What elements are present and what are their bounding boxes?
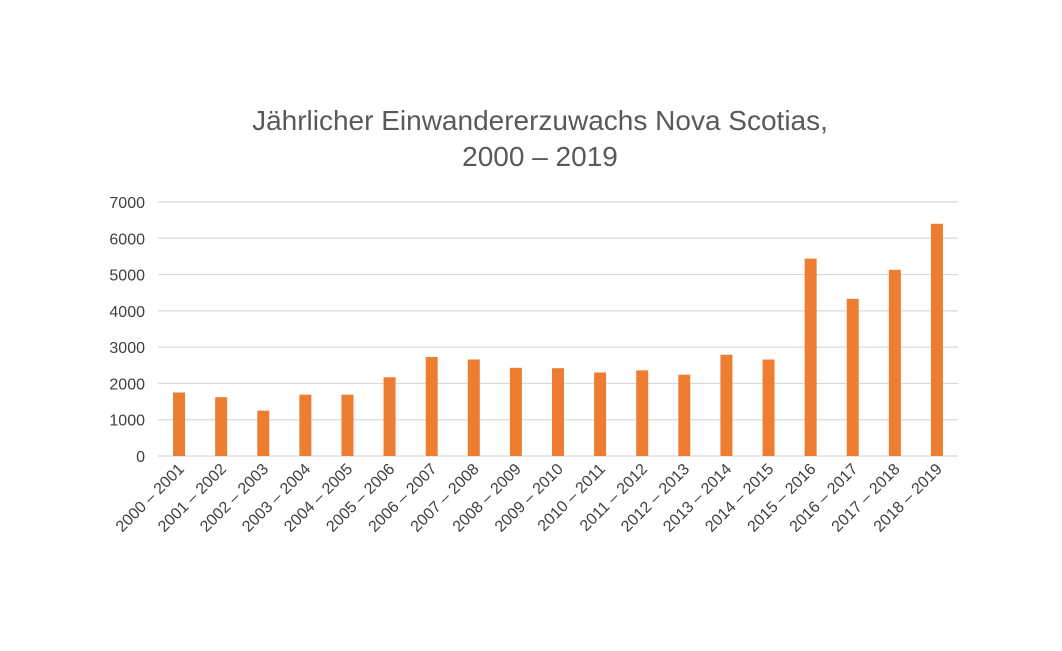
bar xyxy=(299,394,312,456)
bar xyxy=(341,394,354,456)
bar xyxy=(846,298,859,456)
y-tick-label: 7000 xyxy=(109,195,145,212)
y-tick-label: 5000 xyxy=(109,268,145,285)
bars xyxy=(173,223,943,456)
bar xyxy=(467,359,480,456)
y-tick-label: 1000 xyxy=(109,413,145,430)
bar xyxy=(804,258,817,456)
chart-title-line-1: Jährlicher Einwandererzuwachs Nova Scoti… xyxy=(252,105,828,136)
y-tick-label: 6000 xyxy=(109,231,145,248)
bar xyxy=(215,397,228,456)
bar xyxy=(678,374,691,456)
bar xyxy=(720,354,733,456)
bar xyxy=(594,372,607,456)
bar xyxy=(930,223,943,456)
bar xyxy=(257,410,270,456)
bar xyxy=(552,368,564,456)
chart-title-line-2: 2000 – 2019 xyxy=(462,141,618,172)
bar xyxy=(762,359,775,456)
bar xyxy=(888,269,901,456)
bar xyxy=(383,377,396,456)
y-tick-label: 4000 xyxy=(109,304,145,321)
bar xyxy=(173,392,186,456)
bar xyxy=(636,370,649,456)
y-axis-ticks: 0 1000 2000 3000 4000 5000 6000 7000 xyxy=(109,195,145,466)
y-tick-label: 0 xyxy=(136,449,145,466)
y-tick-label: 3000 xyxy=(109,340,145,357)
y-tick-label: 2000 xyxy=(109,376,145,393)
bar xyxy=(425,356,438,456)
bar xyxy=(509,367,522,456)
